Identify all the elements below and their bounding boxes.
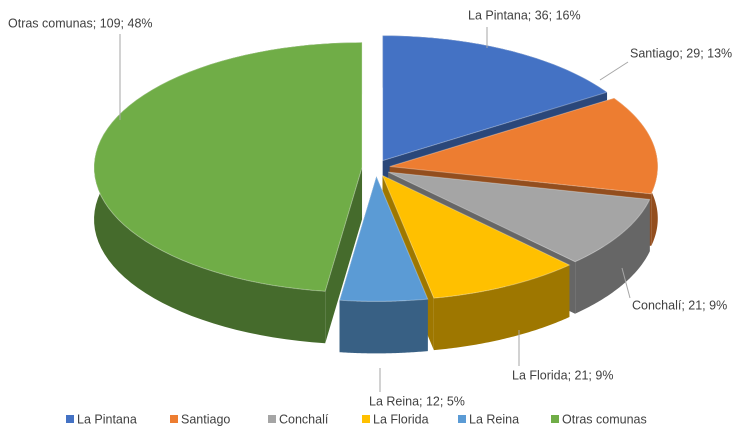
leader-line [621, 267, 631, 299]
slice [338, 174, 429, 302]
legend-label: La Pintana [77, 412, 137, 426]
data-label: Conchalí; 21; 9% [632, 298, 727, 312]
legend-label: La Reina [469, 412, 519, 426]
data-label: La Pintana; 36; 16% [468, 8, 581, 22]
legend-swatch [170, 415, 178, 423]
legend-swatch [268, 415, 276, 423]
slice [382, 35, 609, 162]
data-label: La Reina; 12; 5% [369, 394, 465, 408]
legend-label: Santiago [181, 412, 230, 426]
legend-swatch [362, 415, 370, 423]
legend-label: Otras comunas [562, 412, 647, 426]
slice-tops [93, 35, 659, 302]
legend-label: La Florida [373, 412, 429, 426]
data-label: Santiago; 29; 13% [630, 46, 732, 60]
legend-swatch [458, 415, 466, 423]
slice [381, 174, 571, 299]
legend-swatch [551, 415, 559, 423]
data-label: Otras comunas; 109; 48% [8, 16, 153, 30]
leader-line [599, 61, 629, 81]
slice-side [339, 299, 428, 354]
slice [389, 97, 659, 195]
slice [388, 171, 651, 263]
data-label: La Florida; 21; 9% [512, 368, 613, 382]
slice [93, 41, 363, 292]
legend-label: Conchalí [279, 412, 329, 426]
slice-wall [325, 167, 363, 344]
legend-swatch [66, 415, 74, 423]
